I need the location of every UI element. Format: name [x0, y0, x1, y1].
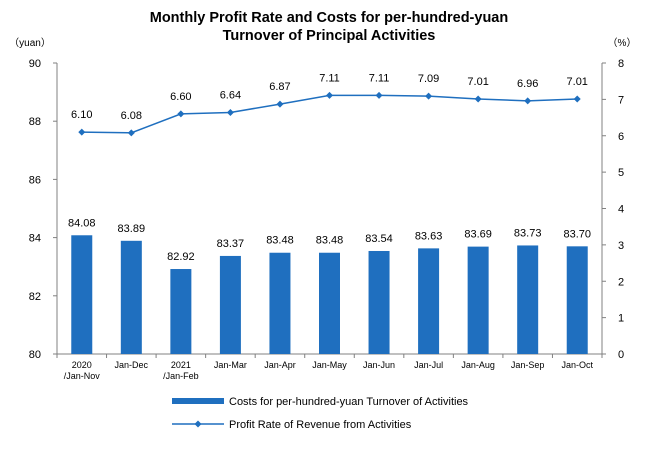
- left-tick-label: 80: [29, 349, 41, 361]
- left-tick-label: 88: [29, 116, 41, 128]
- chart-title: Monthly Profit Rate and Costs for per-hu…: [150, 10, 508, 44]
- cost-bar-label: 84.08: [68, 217, 96, 229]
- legend-bar-swatch: [172, 398, 224, 404]
- right-tick-label: 7: [618, 94, 624, 106]
- category-label: Jan-Sep: [511, 360, 545, 370]
- right-tick-label: 0: [618, 349, 624, 361]
- chart-title-line-1: Monthly Profit Rate and Costs for per-hu…: [150, 10, 508, 26]
- profit-rate-label: 6.64: [220, 89, 241, 101]
- cost-bar: [467, 246, 489, 354]
- cost-bar: [120, 240, 142, 354]
- category-label: Jan-Dec: [115, 360, 149, 370]
- profit-rate-label: 6.87: [269, 81, 290, 93]
- category-label: Jan-May: [312, 360, 347, 370]
- profit-rate-label: 7.11: [369, 72, 390, 84]
- profit-rate-label: 6.10: [71, 109, 92, 121]
- cost-bar: [418, 248, 440, 354]
- cost-bar: [566, 246, 588, 354]
- profit-rate-label: 7.11: [319, 72, 340, 84]
- legend-line-label: Profit Rate of Revenue from Activities: [229, 419, 412, 431]
- left-tick-label: 84: [29, 233, 41, 245]
- right-tick-label: 6: [618, 131, 624, 143]
- right-axis-unit: （%）: [608, 37, 637, 49]
- chart-title-line-2: Turnover of Principal Activities: [223, 28, 436, 44]
- cost-bar: [71, 235, 93, 354]
- profit-rate-point: [78, 128, 86, 136]
- right-tick-label: 8: [618, 58, 624, 70]
- profit-rate-point: [573, 95, 581, 103]
- category-label: /Jan-Feb: [163, 371, 199, 381]
- cost-bar-label: 82.92: [167, 251, 195, 263]
- profit-rate-label: 7.09: [418, 73, 439, 85]
- profit-rate-point: [524, 97, 532, 105]
- profit-rate-point: [127, 129, 135, 137]
- profit-rate-point: [276, 100, 284, 108]
- cost-bar-label: 83.73: [514, 227, 542, 239]
- right-tick-label: 2: [618, 276, 624, 288]
- profit-rate-point: [425, 92, 433, 100]
- profit-rate-point: [326, 91, 333, 99]
- right-tick-label: 3: [618, 240, 624, 252]
- profit-rate-label: 6.08: [121, 110, 142, 122]
- cost-bar-label: 83.89: [118, 223, 146, 235]
- category-label: Jan-Mar: [214, 360, 247, 370]
- cost-bar-label: 83.48: [316, 235, 344, 247]
- category-label: 2020: [72, 360, 92, 370]
- cost-bar: [517, 245, 539, 354]
- profit-rate-line: [81, 94, 578, 134]
- category-label: Jan-Jun: [363, 360, 395, 370]
- cost-bar-label: 83.70: [563, 228, 591, 240]
- left-tick-label: 82: [29, 291, 41, 303]
- right-tick-label: 1: [618, 313, 624, 325]
- category-label: Jan-Oct: [561, 360, 593, 370]
- plot-area: 80 82 84 86 88 90 0 1 2 3 4 5 6 7 8 2020/Jan-Nov Jan-Dec…: [29, 58, 624, 381]
- cost-bar-label: 83.63: [415, 230, 443, 242]
- category-label: Jan-Apr: [264, 360, 296, 370]
- cost-bar: [269, 252, 291, 354]
- legend: Costs for per-hundred-yuan Turnover of A…: [172, 396, 469, 431]
- cost-bar: [319, 252, 340, 354]
- category-label: 2021: [171, 360, 191, 370]
- left-axis-unit: （yuan）: [9, 37, 51, 49]
- profit-rate-point: [474, 95, 482, 103]
- right-tick-label: 4: [618, 204, 624, 216]
- cost-bar: [368, 250, 390, 354]
- category-label: /Jan-Nov: [64, 371, 101, 381]
- cost-bar-label: 83.37: [217, 238, 245, 250]
- profit-rate-point: [226, 108, 234, 116]
- category-label: Jan-Jul: [414, 360, 443, 370]
- legend-line-marker: [194, 420, 202, 428]
- left-tick-label: 86: [29, 174, 41, 186]
- cost-bar: [219, 255, 241, 354]
- profit-rate-point: [375, 91, 383, 99]
- left-tick-label: 90: [29, 58, 41, 70]
- right-tick-label: 5: [618, 167, 624, 179]
- category-label: Jan-Aug: [461, 360, 495, 370]
- profit-rate-label: 6.60: [170, 91, 191, 103]
- legend-bar-label: Costs for per-hundred-yuan Turnover of A…: [229, 396, 469, 408]
- profit-rate-label: 6.96: [517, 78, 538, 90]
- cost-bar: [170, 269, 192, 354]
- profit-rate-label: 7.01: [567, 76, 588, 88]
- cost-bar-label: 83.54: [365, 233, 393, 245]
- profit-rate-point: [177, 110, 185, 118]
- cost-bar-label: 83.48: [266, 235, 294, 247]
- profit-rate-label: 7.01: [467, 76, 488, 88]
- cost-bar-label: 83.69: [464, 229, 492, 241]
